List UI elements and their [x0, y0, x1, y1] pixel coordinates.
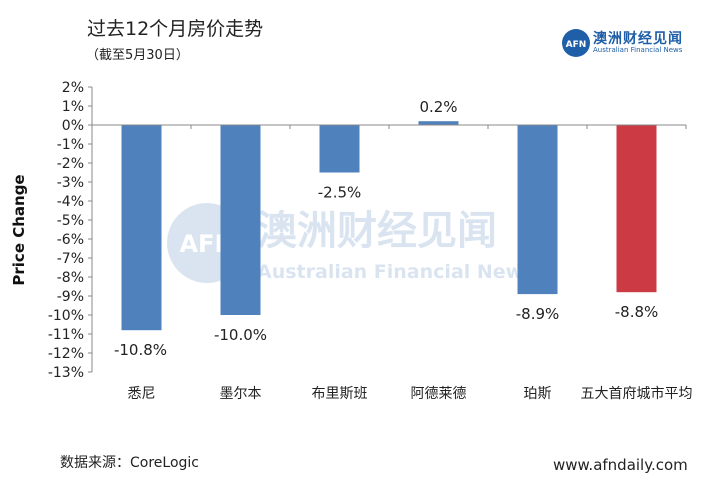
- data-labels: -10.8% -10.0% -2.5% 0.2% -8.9% -8.8%: [114, 98, 658, 359]
- category-label: 墨尔本: [220, 386, 262, 402]
- bar: [616, 125, 657, 293]
- category-label: 珀斯: [524, 386, 552, 402]
- y-tick-label: -1%: [57, 137, 84, 153]
- y-tick-label: -10%: [48, 308, 84, 324]
- bar: [517, 125, 558, 295]
- data-source: 数据来源：CoreLogic: [60, 455, 199, 471]
- data-label: -2.5%: [318, 184, 362, 202]
- y-tick-label: -13%: [48, 365, 84, 381]
- data-label: 0.2%: [419, 98, 457, 116]
- y-tick-label: -12%: [48, 346, 84, 362]
- logo-cn-text: 澳洲财经见闻: [593, 31, 683, 47]
- chart-subtitle: （截至5月30日）: [86, 48, 189, 63]
- y-tick-label: 1%: [62, 99, 84, 115]
- chart-title: 过去12个月房价走势: [87, 18, 264, 40]
- data-label: -8.8%: [615, 303, 659, 321]
- category-label: 布里斯班: [312, 386, 368, 402]
- y-tick-label: -5%: [57, 213, 84, 229]
- afn-logo-mark: AFN: [566, 40, 587, 50]
- y-axis-label: Price Change: [10, 174, 28, 285]
- y-tick-label: -8%: [57, 270, 84, 286]
- y-tick-label: 0%: [62, 118, 84, 134]
- data-label: -10.8%: [114, 341, 167, 359]
- y-tick-label: -7%: [57, 251, 84, 267]
- bar: [418, 121, 459, 125]
- site-url: www.afndaily.com: [553, 456, 688, 474]
- afn-logo: AFN 澳洲财经见闻 Australian Financial News: [561, 28, 701, 58]
- category-label: 悉尼: [128, 386, 156, 402]
- y-tick-label: -2%: [57, 156, 84, 172]
- y-tick-label: 2%: [62, 80, 84, 96]
- y-tick-label: -6%: [57, 232, 84, 248]
- category-label: 阿德莱德: [411, 386, 467, 402]
- bars: [121, 121, 657, 331]
- data-label: -10.0%: [214, 326, 267, 344]
- bar: [319, 125, 360, 173]
- category-label: 五大首府城市平均: [581, 385, 693, 402]
- y-tick-label: -3%: [57, 175, 84, 191]
- bar: [121, 125, 162, 331]
- logo-en-text: Australian Financial News: [593, 46, 683, 54]
- y-tick-label: -11%: [48, 327, 84, 343]
- category-labels: 悉尼 墨尔本 布里斯班 阿德莱德 珀斯 五大首府城市平均: [128, 385, 693, 402]
- bar: [220, 125, 261, 315]
- y-tick-label: -4%: [57, 194, 84, 210]
- y-tick-label: -9%: [57, 289, 84, 305]
- afn-logo-icon: AFN: [562, 29, 590, 57]
- y-axis-ticks: 2% 1% 0% -1% -2% -3% -4% -5% -6% -7% -8% -9% -10% -11…: [48, 80, 687, 381]
- data-label: -8.9%: [516, 305, 560, 323]
